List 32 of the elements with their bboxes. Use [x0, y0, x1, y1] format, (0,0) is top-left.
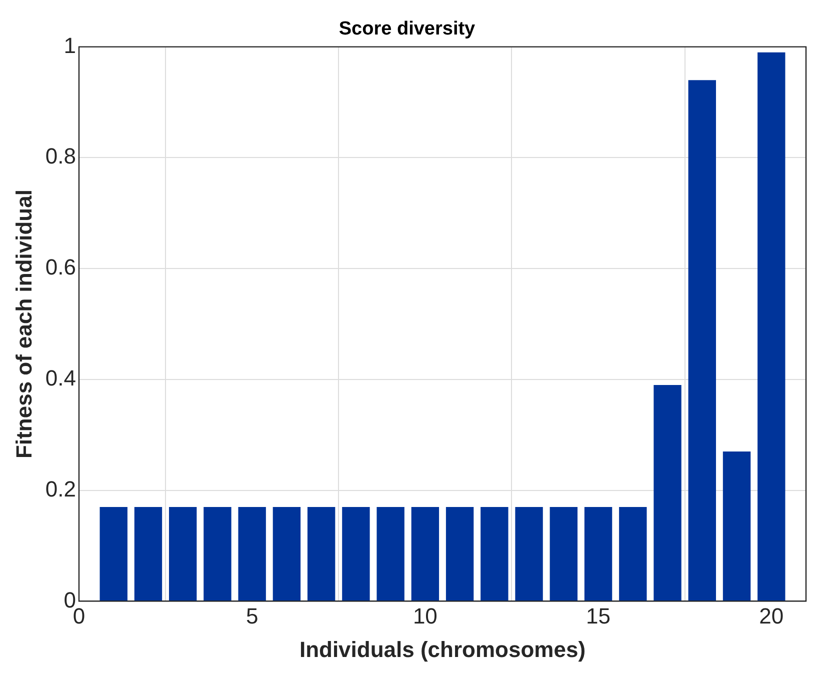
bar — [688, 80, 716, 601]
bar — [168, 506, 197, 601]
bar — [722, 452, 751, 601]
chart-title: Score diversity — [338, 18, 476, 40]
bar — [238, 506, 266, 601]
x-tick-label: 10 — [412, 603, 438, 628]
bar — [515, 506, 543, 601]
x-tick-label: 5 — [246, 603, 258, 628]
bar — [100, 506, 128, 601]
y-tick-label: 0.6 — [45, 254, 76, 280]
bar — [342, 506, 370, 601]
y-tick-label: 0.4 — [45, 366, 76, 391]
bar — [619, 506, 647, 601]
bar — [307, 506, 336, 601]
bar — [480, 506, 508, 601]
bar — [376, 506, 404, 601]
bar — [204, 506, 232, 601]
y-tick-label: 0.8 — [45, 144, 76, 169]
x-tick-label: 15 — [586, 603, 611, 628]
x-tick-label: 20 — [759, 603, 784, 628]
bar — [446, 506, 474, 601]
x-axis-title: Individuals (chromosomes) — [299, 636, 586, 662]
bar — [134, 506, 162, 601]
bar — [584, 506, 612, 601]
bar — [550, 506, 578, 601]
y-axis-title: Fitness of each individual — [11, 190, 36, 458]
bar — [654, 384, 682, 601]
bar — [411, 506, 440, 601]
bar — [272, 506, 301, 601]
y-tick-label: 0.2 — [45, 476, 76, 502]
y-tick-label: 1 — [64, 32, 76, 58]
bar — [758, 52, 786, 601]
